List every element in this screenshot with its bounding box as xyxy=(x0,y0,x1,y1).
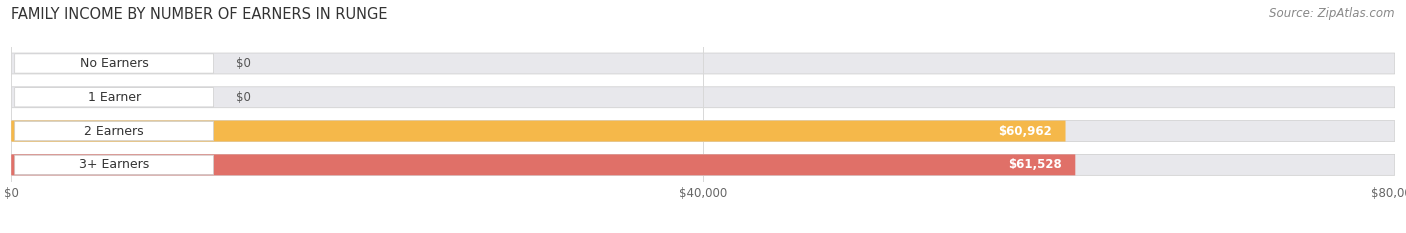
Text: $0: $0 xyxy=(236,91,250,104)
FancyBboxPatch shape xyxy=(11,154,1076,175)
FancyBboxPatch shape xyxy=(14,88,214,107)
Text: 3+ Earners: 3+ Earners xyxy=(79,158,149,171)
Text: FAMILY INCOME BY NUMBER OF EARNERS IN RUNGE: FAMILY INCOME BY NUMBER OF EARNERS IN RU… xyxy=(11,7,388,22)
Text: Source: ZipAtlas.com: Source: ZipAtlas.com xyxy=(1270,7,1395,20)
FancyBboxPatch shape xyxy=(11,154,1395,175)
FancyBboxPatch shape xyxy=(11,121,1395,141)
Text: 1 Earner: 1 Earner xyxy=(87,91,141,104)
FancyBboxPatch shape xyxy=(14,54,214,73)
FancyBboxPatch shape xyxy=(14,155,214,175)
Text: $60,962: $60,962 xyxy=(998,125,1052,137)
FancyBboxPatch shape xyxy=(11,121,1066,141)
FancyBboxPatch shape xyxy=(11,87,1395,108)
Text: No Earners: No Earners xyxy=(80,57,149,70)
Text: $61,528: $61,528 xyxy=(1008,158,1062,171)
Text: 2 Earners: 2 Earners xyxy=(84,125,143,137)
FancyBboxPatch shape xyxy=(14,121,214,141)
FancyBboxPatch shape xyxy=(11,53,1395,74)
Text: $0: $0 xyxy=(236,57,250,70)
